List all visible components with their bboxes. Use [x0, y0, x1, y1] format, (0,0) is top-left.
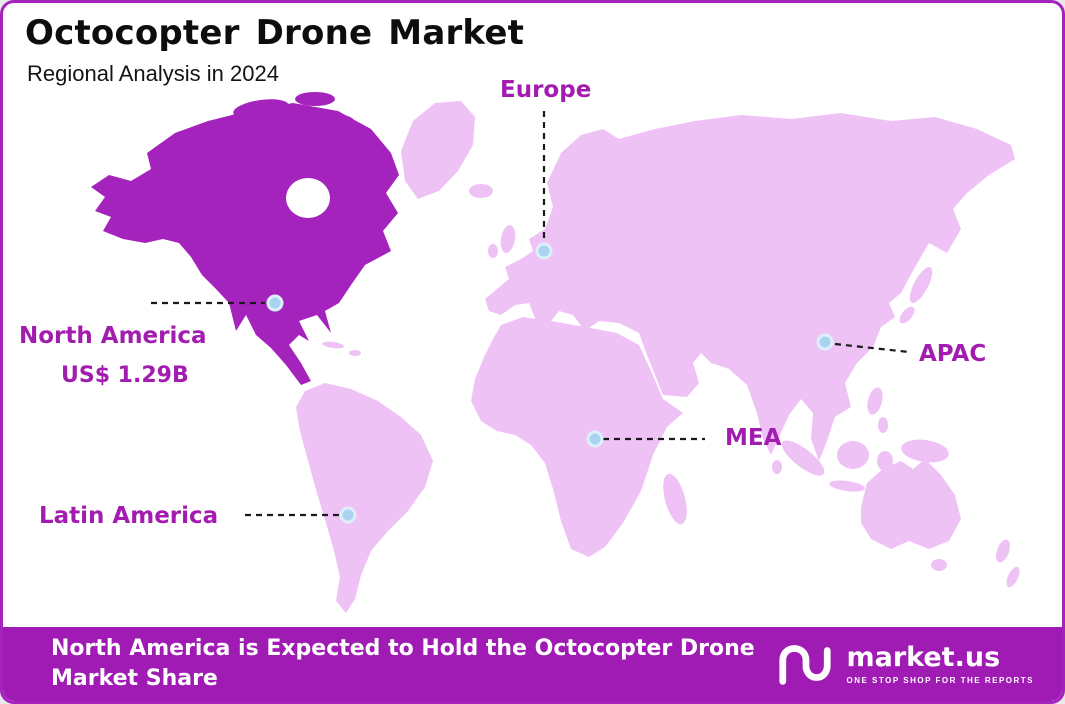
marker-apac	[816, 333, 834, 351]
leader-lines	[151, 111, 910, 517]
brand-lockup: market.us ONE STOP SHOP FOR THE REPORTS	[776, 640, 1034, 688]
label-north-america: North America	[19, 323, 207, 349]
base-regions	[296, 101, 1020, 613]
landmass-eurasia	[485, 113, 1015, 461]
landmass-greenland	[401, 101, 475, 199]
marker-europe	[535, 242, 553, 260]
landmass-australia	[861, 459, 961, 549]
header: Octocopter Drone Market Regional Analysi…	[25, 13, 524, 87]
landmass-south-america	[296, 383, 433, 613]
leader-line-apac	[834, 342, 910, 354]
brand-tagline: ONE STOP SHOP FOR THE REPORTS	[846, 675, 1034, 685]
label-apac: APAC	[919, 341, 987, 367]
brand-text: market.us ONE STOP SHOP FOR THE REPORTS	[846, 644, 1034, 685]
region-north-america	[91, 92, 399, 385]
label-europe: Europe	[500, 77, 592, 103]
footer-banner: North America is Expected to Hold the Oc…	[3, 627, 1062, 701]
landmass-africa	[471, 317, 683, 557]
marketus-logo-icon	[779, 645, 832, 685]
landmass-north-america	[91, 103, 399, 385]
landmass-madagascar	[663, 473, 687, 525]
islands-caribbean	[322, 341, 361, 356]
footer-headline: North America is Expected to Hold the Oc…	[51, 636, 755, 691]
islands-oceania	[931, 539, 1020, 588]
brand-name: market.us	[846, 641, 1001, 673]
page-subtitle: Regional Analysis in 2024	[27, 61, 279, 86]
value-north-america: US$ 1.29B	[61, 363, 189, 388]
landmass-iceland	[469, 184, 493, 198]
islands-southeast-asia	[772, 387, 949, 492]
page-title: Octocopter Drone Market	[25, 13, 525, 53]
islands-japan	[899, 267, 933, 324]
label-mea: MEA	[725, 425, 782, 451]
marker-latin-america	[339, 506, 357, 524]
islands-british-isles	[488, 225, 516, 258]
marker-north-america	[266, 294, 284, 312]
label-latin-america: Latin America	[39, 503, 219, 529]
markers	[266, 242, 834, 524]
hudson-bay	[286, 178, 330, 218]
world-map	[91, 92, 1020, 613]
islands-canadian-arctic	[233, 92, 355, 131]
marker-mea	[586, 430, 604, 448]
